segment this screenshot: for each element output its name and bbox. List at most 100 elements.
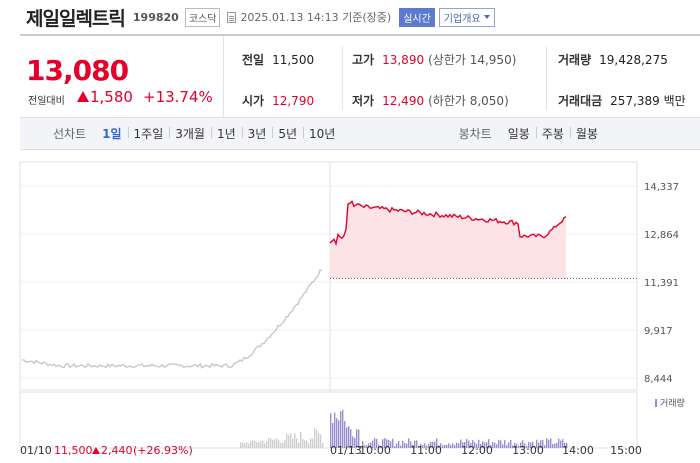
tab-weekly-candle[interactable]: 주봉 (535, 125, 570, 142)
volume-bar (500, 440, 502, 448)
volume-bar (374, 438, 376, 448)
volume-bar (458, 443, 460, 448)
tab-1d[interactable]: 1일 (102, 127, 122, 141)
volume-bar (482, 441, 484, 448)
volume-bar (436, 438, 438, 448)
volume-bar (540, 440, 542, 448)
company-overview-button[interactable]: 기업개요 (438, 7, 495, 27)
chart-period-tabs: 선차트 1일 1주일 3개월 1년 3년 5년 10년 봉차트 일봉 주봉 월봉 (20, 118, 700, 150)
volume-bar (466, 438, 468, 448)
volume-bar (474, 442, 476, 448)
volume-bar (248, 443, 250, 448)
volume-bar (542, 439, 544, 448)
company-overview-label: 기업개요 (443, 13, 481, 25)
stat-value: 19,428,275 (599, 53, 668, 67)
tab-1w[interactable]: 1주일 (127, 125, 170, 142)
tab-1y[interactable]: 1년 (210, 125, 242, 142)
footer-change-percent: (+26.93%) (133, 444, 193, 457)
volume-bar (384, 438, 386, 448)
volume-bar (250, 441, 252, 448)
up-triangle-icon (77, 91, 89, 102)
volume-bar (372, 440, 374, 448)
volume-bar (468, 440, 470, 448)
tab-3y[interactable]: 3년 (241, 125, 273, 142)
volume-bar (276, 438, 278, 448)
volume-bar (412, 444, 414, 448)
x-tick-label: 01/10 (20, 444, 52, 457)
volume-bar (480, 443, 482, 448)
volume-bar (524, 443, 526, 448)
quote-datetime: 2025.01.13 14:13 기준(장중) (240, 11, 392, 24)
volume-bar (414, 440, 416, 448)
stat-amount: 거래대금 257,389 백만 (558, 92, 686, 109)
volume-bar (390, 441, 392, 448)
volume-bar (394, 445, 396, 448)
volume-bar (498, 439, 500, 448)
volume-bar (266, 441, 268, 448)
volume-bar (506, 445, 508, 448)
footer-change: 2,440 (101, 444, 133, 457)
volume-bar (532, 441, 534, 448)
volume-area (19, 391, 638, 449)
volume-bar (514, 442, 516, 448)
stat-label: 저가 (352, 94, 375, 108)
volume-bar (316, 430, 318, 448)
volume-bar (504, 440, 506, 448)
stat-label: 거래량 (558, 53, 592, 67)
volume-bar (344, 421, 346, 448)
volume-bar (486, 442, 488, 448)
volume-bar (402, 440, 404, 448)
volume-bar (260, 440, 262, 448)
volume-bar (318, 433, 320, 448)
volume-bar (268, 437, 270, 448)
volume-bar (300, 431, 302, 448)
x-tick-label: 13:00 (512, 444, 544, 457)
x-tick-label: 11:00 (410, 444, 442, 457)
volume-bar (496, 444, 498, 448)
stat-value: 12,490 (382, 94, 425, 108)
stock-code: 199820 (132, 10, 179, 24)
tab-3m[interactable]: 3개월 (169, 125, 211, 142)
volume-bar (444, 444, 446, 448)
tab-monthly-candle[interactable]: 월봉 (569, 125, 604, 142)
volume-bar (502, 444, 504, 448)
tab-5y[interactable]: 5년 (272, 125, 303, 142)
volume-bar (426, 445, 428, 448)
price-change-percent: +13.74% (143, 88, 213, 106)
volume-bar (536, 439, 538, 448)
volume-bar (360, 445, 362, 448)
volume-bar (348, 426, 350, 448)
volume-bar (434, 441, 436, 448)
volume-bar (424, 443, 426, 448)
volume-bar (460, 439, 462, 448)
realtime-button[interactable]: 실시간 (399, 7, 435, 27)
stat-value: 13,890 (382, 53, 425, 67)
volume-bar (338, 420, 340, 448)
x-tick-label: 14:00 (562, 444, 594, 457)
stat-prev-close: 전일 11,500 (242, 51, 314, 68)
volume-bar (264, 443, 266, 448)
footer-price: 11,500 (54, 444, 93, 457)
volume-bar (376, 439, 378, 448)
stat-value: 257,389 백만 (610, 94, 686, 108)
volume-bar (396, 443, 398, 448)
volume-bar (246, 442, 248, 448)
volume-bar (240, 442, 242, 448)
tab-10y[interactable]: 10년 (303, 125, 341, 142)
y-tick-label: 12,864 (644, 230, 679, 241)
line-chart-label: 선차트 (53, 127, 87, 141)
volume-bar (406, 443, 408, 448)
volume-bar (278, 440, 280, 448)
stat-label: 시가 (242, 94, 265, 108)
divider (546, 46, 547, 110)
volume-bar (432, 441, 434, 448)
volume-bar (364, 445, 366, 448)
volume-bar (470, 443, 472, 448)
volume-bar (244, 443, 246, 448)
tab-daily-candle[interactable]: 일봉 (507, 127, 530, 141)
stock-name: 제일일렉트릭 (26, 7, 126, 30)
volume-bar (370, 442, 372, 448)
volume-bar (544, 445, 546, 448)
x-tick-label: 10:00 (359, 444, 391, 457)
stat-value: 12,790 (272, 94, 315, 108)
